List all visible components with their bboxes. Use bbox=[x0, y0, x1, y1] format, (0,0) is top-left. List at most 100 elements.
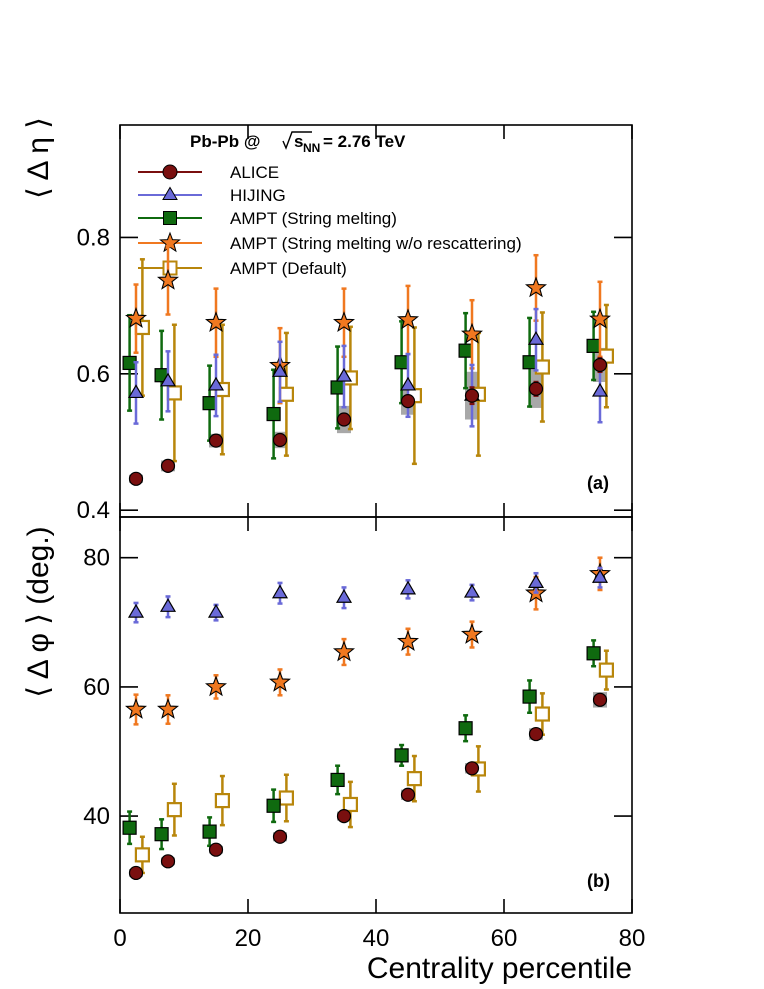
data-point-hijing bbox=[335, 367, 353, 382]
legend-label-ampt-default: AMPT (Default) bbox=[230, 259, 347, 278]
panel-b-data bbox=[122, 556, 615, 881]
panel-a-tag: (a) bbox=[587, 473, 609, 493]
data-point-alice bbox=[592, 357, 608, 373]
y-tick-label-b: 80 bbox=[83, 545, 110, 572]
data-point-ampt-default bbox=[342, 796, 358, 813]
series-ampt-default-a bbox=[134, 258, 615, 466]
data-point-hijing bbox=[127, 603, 145, 618]
y-axis-title-a: ⟨ Δ η ⟩ bbox=[22, 117, 55, 199]
data-point-hijing bbox=[159, 372, 177, 387]
data-point-alice bbox=[272, 829, 288, 844]
data-point-ampt-sm-norescat bbox=[204, 675, 228, 697]
data-point-ampt-sm-norescat bbox=[460, 623, 484, 644]
data-point-ampt-sm bbox=[522, 689, 537, 704]
data-point-hijing bbox=[463, 583, 481, 598]
data-point-hijing bbox=[399, 580, 417, 595]
data-point-ampt-default bbox=[598, 662, 615, 678]
data-point-ampt-default bbox=[534, 706, 551, 722]
data-point-alice bbox=[400, 394, 416, 409]
series-ampt-sm-b bbox=[122, 639, 601, 851]
data-point-hijing bbox=[591, 382, 609, 397]
y-tick-label-a: 0.4 bbox=[77, 497, 110, 524]
series-hijing-b bbox=[127, 566, 609, 624]
data-point-ampt-sm-norescat bbox=[156, 697, 180, 719]
data-point-alice bbox=[336, 808, 352, 824]
data-point-hijing bbox=[271, 363, 289, 377]
legend-label-alice: ALICE bbox=[230, 163, 279, 182]
data-point-ampt-sm bbox=[458, 721, 473, 736]
legend-label-hijing: HIJING bbox=[230, 186, 286, 205]
header-sqrt-s: s bbox=[294, 132, 303, 151]
data-point-ampt-sm bbox=[394, 355, 409, 370]
legend-entry-alice: ALICE bbox=[138, 163, 279, 182]
data-point-ampt-sm bbox=[330, 380, 345, 395]
legend-marker-ampt-sm bbox=[163, 211, 177, 225]
data-point-ampt-sm bbox=[586, 338, 601, 353]
data-point-hijing bbox=[207, 603, 225, 618]
collision-header: Pb-Pb @ s NN = 2.76 TeV bbox=[190, 131, 406, 155]
data-point-ampt-sm bbox=[266, 798, 281, 813]
data-point-ampt-sm bbox=[522, 355, 537, 370]
y-tick-label-b: 40 bbox=[83, 803, 110, 830]
data-point-hijing bbox=[527, 331, 545, 345]
series-ampt-default-b bbox=[134, 649, 615, 875]
data-point-ampt-default bbox=[278, 386, 294, 402]
legend-label-ampt-sm-norescat: AMPT (String melting w/o rescattering) bbox=[230, 234, 522, 253]
data-point-ampt-default bbox=[166, 802, 182, 818]
data-point-alice bbox=[592, 692, 608, 707]
data-point-alice bbox=[160, 854, 176, 869]
y-axis-title-b: ⟨ Δ φ ⟩ (deg.) bbox=[22, 526, 55, 697]
data-point-ampt-sm bbox=[202, 396, 217, 411]
legend-entry-hijing: HIJING bbox=[138, 186, 286, 205]
data-point-hijing bbox=[207, 376, 225, 391]
data-point-ampt-sm-norescat bbox=[124, 307, 148, 328]
legend-label-ampt-sm: AMPT (String melting) bbox=[230, 209, 397, 228]
header-sqrt-s-sub: NN bbox=[303, 141, 320, 155]
data-point-alice bbox=[464, 761, 480, 776]
data-point-ampt-sm bbox=[586, 646, 601, 661]
panel-b-ticks: 40 60 80 0 20 40 60 80 bbox=[83, 517, 645, 952]
data-point-ampt-sm-norescat bbox=[396, 630, 420, 652]
x-tick-label: 0 bbox=[113, 925, 126, 952]
x-axis-title: Centrality percentile bbox=[367, 952, 632, 985]
data-point-hijing bbox=[159, 598, 177, 612]
data-point-ampt-sm bbox=[154, 827, 169, 842]
data-point-ampt-default bbox=[214, 792, 230, 809]
data-point-ampt-sm bbox=[122, 820, 137, 835]
header-system: Pb-Pb @ bbox=[190, 132, 260, 151]
data-point-alice bbox=[128, 471, 144, 486]
legend-marker-ampt-default bbox=[162, 260, 178, 276]
panel-b-tag: (b) bbox=[587, 871, 610, 891]
data-point-ampt-sm-norescat bbox=[332, 311, 356, 333]
data-point-ampt-sm-norescat bbox=[396, 308, 420, 330]
data-point-ampt-default bbox=[278, 790, 294, 806]
data-point-alice bbox=[160, 458, 176, 473]
legend-marker-hijing bbox=[162, 186, 178, 200]
data-point-ampt-sm bbox=[330, 772, 345, 788]
data-point-hijing bbox=[399, 376, 417, 391]
data-point-alice bbox=[528, 726, 544, 742]
data-point-ampt-sm bbox=[394, 748, 409, 763]
data-point-ampt-default bbox=[166, 385, 182, 401]
data-point-ampt-sm bbox=[266, 406, 281, 422]
data-point-ampt-sm bbox=[202, 824, 217, 839]
data-point-ampt-sm-norescat bbox=[460, 322, 484, 344]
data-point-ampt-sm-norescat bbox=[588, 307, 612, 329]
x-tick-label: 40 bbox=[363, 925, 390, 952]
data-point-ampt-sm-norescat bbox=[156, 268, 180, 290]
panel-a-frame bbox=[119, 124, 633, 518]
legend: ALICE HIJING AMPT (String melting) AMPT … bbox=[138, 163, 522, 278]
data-point-ampt-default bbox=[406, 771, 422, 787]
data-point-alice bbox=[208, 433, 224, 448]
data-point-alice bbox=[336, 412, 352, 427]
y-tick-label-b: 60 bbox=[83, 674, 110, 701]
header-energy: = 2.76 TeV bbox=[323, 132, 406, 151]
legend-entry-ampt-sm-norescat: AMPT (String melting w/o rescattering) bbox=[138, 231, 522, 253]
data-point-hijing bbox=[527, 574, 545, 588]
legend-entry-ampt-sm: AMPT (String melting) bbox=[138, 209, 397, 228]
data-point-hijing bbox=[591, 569, 609, 583]
x-tick-label: 60 bbox=[491, 925, 518, 952]
data-point-ampt-sm-norescat bbox=[332, 640, 356, 662]
data-point-ampt-sm bbox=[458, 343, 473, 358]
